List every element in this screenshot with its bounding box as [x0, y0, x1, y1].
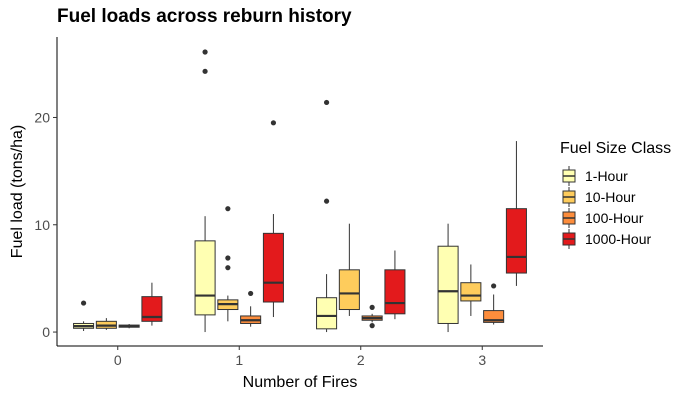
legend-item-1-Hour: 1-Hour	[562, 166, 628, 186]
outlier-point	[491, 283, 497, 289]
box-body	[316, 297, 338, 330]
box-body	[437, 245, 459, 324]
x-axis-title: Number of Fires	[243, 374, 358, 391]
box-1-Hour-3	[437, 223, 459, 333]
outlier-point	[225, 255, 231, 261]
box-1-Hour-0	[73, 300, 95, 331]
outlier-point	[369, 323, 375, 329]
outlier-point	[248, 290, 254, 297]
outlier-point	[270, 120, 277, 126]
box-body	[460, 282, 482, 302]
chart-title: Fuel loads across reburn history	[57, 6, 352, 27]
legend-title: Fuel Size Class	[560, 140, 671, 157]
x-tick-label: 3	[478, 352, 486, 368]
outlier-point	[202, 49, 208, 55]
box-body	[483, 310, 505, 323]
box-body	[141, 296, 163, 322]
box-1000-Hour-0	[141, 282, 163, 326]
legend-item-1000-Hour: 1000-Hour	[562, 229, 651, 249]
box-10-Hour-1	[217, 206, 239, 322]
legend-label: 1-Hour	[585, 168, 628, 184]
legend-item-10-Hour: 10-Hour	[562, 187, 636, 207]
outlier-point	[225, 206, 231, 212]
outlier-point	[323, 99, 330, 106]
x-tick-label: 0	[114, 352, 122, 368]
box-body	[194, 240, 216, 316]
box-10-Hour-3	[460, 264, 482, 316]
box-body	[338, 269, 360, 311]
legend-label: 1000-Hour	[585, 231, 651, 247]
legend-item-100-Hour: 100-Hour	[562, 208, 644, 228]
box-10-Hour-0	[95, 318, 117, 330]
box-100-Hour-0	[118, 324, 140, 329]
x-tick-label: 2	[357, 352, 365, 368]
y-tick-label: 0	[42, 324, 50, 340]
box-body	[505, 208, 527, 274]
outlier-point	[202, 68, 208, 74]
box-100-Hour-1	[240, 290, 262, 327]
y-tick-label: 10	[34, 217, 50, 233]
box-10-Hour-2	[338, 223, 360, 316]
outlier-point	[369, 304, 375, 310]
box-1000-Hour-3	[505, 141, 527, 286]
box-1-Hour-2	[316, 99, 338, 333]
box-body	[384, 269, 406, 315]
x-tick-label: 1	[235, 352, 243, 368]
outlier-point	[225, 265, 231, 271]
box-1-Hour-1	[194, 49, 216, 333]
box-1000-Hour-2	[384, 250, 406, 320]
legend-label: 10-Hour	[585, 189, 636, 205]
box-1000-Hour-1	[262, 120, 284, 318]
outlier-point	[80, 300, 87, 306]
y-axis-title: Fuel load (tons/ha)	[9, 125, 26, 258]
legend-label: 100-Hour	[585, 210, 644, 226]
y-tick-label: 20	[34, 109, 50, 125]
box-100-Hour-2	[361, 304, 383, 329]
box-body	[262, 232, 284, 303]
outlier-point	[323, 198, 330, 204]
box-100-Hour-3	[483, 283, 505, 325]
